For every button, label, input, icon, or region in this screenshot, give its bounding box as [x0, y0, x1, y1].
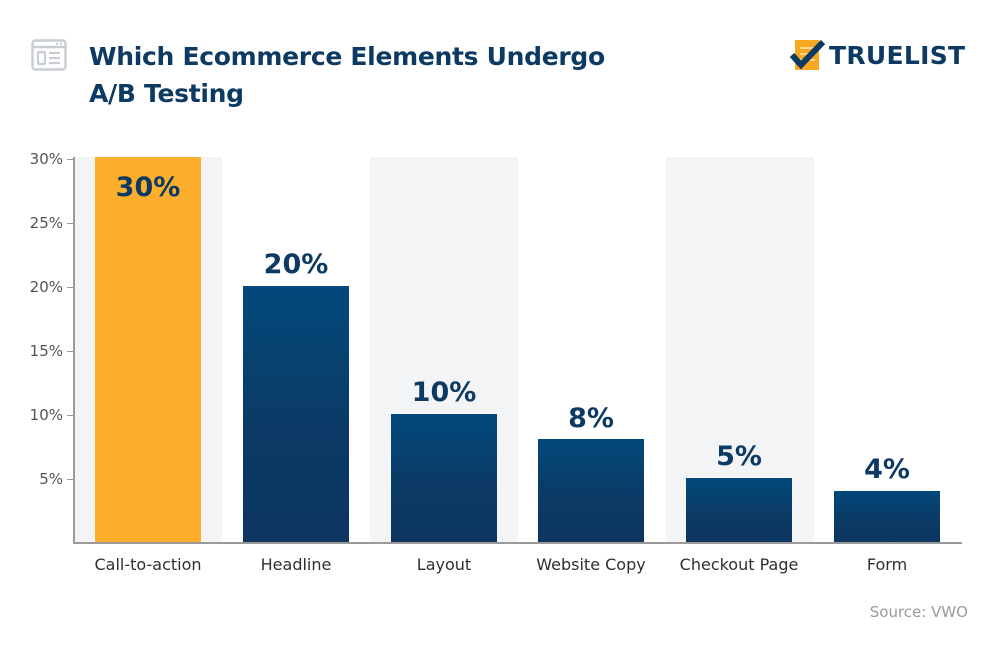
chart-title-line-2: A/B Testing: [89, 79, 244, 108]
browser-window-icon: [31, 39, 67, 71]
value-label-form: 4%: [864, 454, 910, 485]
y-tick-25: [67, 223, 74, 224]
y-tick-label-5: 5%: [39, 470, 63, 488]
logo-text: TRUELIST: [829, 40, 966, 70]
bar-layout: [391, 414, 497, 542]
y-tick-30: [67, 159, 74, 160]
bar-form: [834, 491, 940, 542]
x-label-form: Form: [866, 555, 908, 574]
value-label-layout: 10%: [411, 377, 477, 408]
x-label-headline: Headline: [260, 555, 332, 574]
bar-headline: [243, 286, 349, 542]
bar-checkout-page: [686, 478, 792, 542]
value-label-headline: 20%: [263, 249, 329, 280]
y-axis: [73, 157, 75, 543]
checklist-check-icon: [789, 38, 826, 72]
source-note: Source: VWO: [869, 603, 968, 621]
x-axis: [73, 542, 962, 544]
truelist-logo: TRUELIST: [789, 38, 966, 72]
bar-website-copy: [538, 439, 644, 542]
category-band-5: [666, 157, 814, 542]
x-label-checkout-page: Checkout Page: [679, 555, 799, 574]
x-label-website-copy: Website Copy: [536, 555, 646, 574]
y-tick-label-10: 10%: [29, 406, 63, 424]
bar-call-to-action: [95, 157, 201, 542]
chart-title: Which Ecommerce Elements Undergo A/B Tes…: [89, 38, 689, 112]
y-tick-5: [67, 479, 74, 480]
y-tick-15: [67, 351, 74, 352]
x-label-call-to-action: Call-to-action: [94, 555, 202, 574]
x-label-layout: Layout: [416, 555, 472, 574]
y-tick-label-20: 20%: [29, 278, 63, 296]
value-label-website-copy: 8%: [568, 403, 614, 434]
value-label-checkout-page: 5%: [716, 441, 762, 472]
y-tick-label-30: 30%: [29, 150, 63, 168]
y-tick-label-25: 25%: [29, 214, 63, 232]
chart-title-line-1: Which Ecommerce Elements Undergo: [89, 42, 605, 71]
y-tick-label-15: 15%: [29, 342, 63, 360]
value-label-call-to-action: 30%: [115, 172, 181, 203]
y-tick-10: [67, 415, 74, 416]
y-tick-20: [67, 287, 74, 288]
